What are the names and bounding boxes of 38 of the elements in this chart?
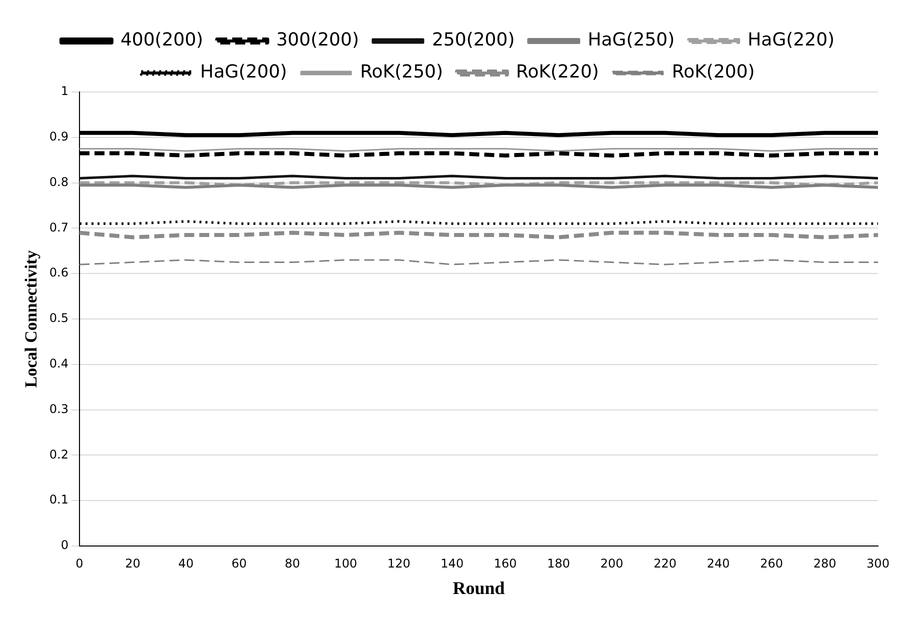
y-tick-label: 0	[60, 538, 68, 552]
legend-label: RoK(200)	[672, 62, 755, 83]
x-tick-label: 300	[866, 556, 890, 570]
y-tick-label: 0.5	[49, 311, 68, 326]
x-tick-label: 160	[494, 556, 517, 570]
x-tick-label: 100	[334, 556, 358, 570]
x-tick-label: 200	[600, 556, 624, 570]
y-tick-label: 0.2	[49, 447, 68, 462]
y-tick-label: 1	[60, 84, 68, 98]
x-tick-label: 180	[547, 556, 570, 570]
x-tick-label: 80	[284, 556, 300, 570]
x-tick-label: 0	[76, 556, 84, 570]
x-tick-label: 40	[178, 556, 194, 570]
x-tick-label: 140	[440, 556, 464, 570]
x-tick-label: 60	[232, 556, 247, 570]
y-tick-label: 0.8	[49, 174, 68, 189]
x-tick-label: 260	[760, 556, 783, 570]
x-axis-title: Round	[452, 578, 505, 598]
y-tick-label: 0.3	[49, 402, 68, 416]
legend-label: 250(200)	[432, 30, 515, 51]
y-tick-label: 0.4	[49, 356, 68, 371]
legend-label: RoK(250)	[360, 62, 444, 83]
x-tick-label: 220	[654, 556, 677, 570]
x-tick-label: 120	[387, 556, 410, 570]
x-tick-label: 20	[125, 556, 140, 570]
legend-label: RoK(220)	[516, 62, 599, 83]
legend-label: HaG(200)	[200, 62, 288, 83]
legend-label: 400(200)	[120, 30, 204, 51]
legend-label: HaG(220)	[748, 30, 835, 51]
y-tick-label: 0.9	[49, 130, 68, 144]
y-tick-label: 0.6	[49, 266, 68, 280]
y-tick-label: 0.1	[49, 492, 68, 507]
legend-label: HaG(250)	[588, 30, 675, 51]
x-tick-label: 240	[706, 556, 730, 570]
y-tick-label: 0.7	[49, 220, 68, 234]
legend-label: 300(200)	[276, 30, 359, 51]
x-tick-label: 280	[813, 556, 836, 570]
y-axis-title: Local Connectivity	[22, 250, 41, 388]
